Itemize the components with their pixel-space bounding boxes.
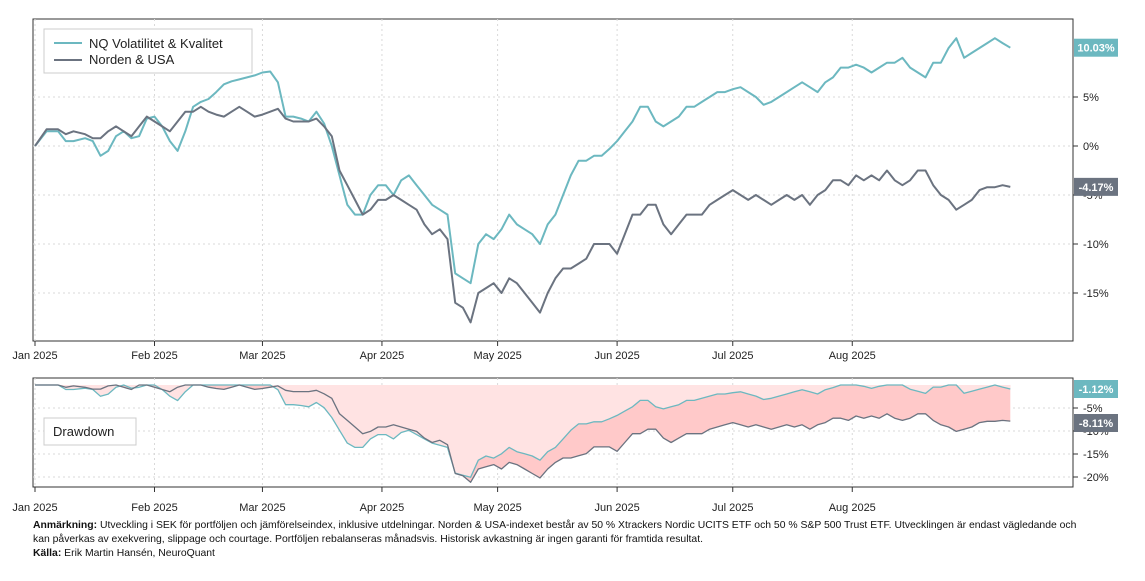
footnote: Anmärkning: Utveckling i SEK för portföl… xyxy=(33,519,1093,561)
main-x-tick-labels: Jan 2025 Feb 2025 Mar 2025 Apr 2025 May 2025… xyxy=(12,341,876,362)
drawdown-line-portfolio xyxy=(35,384,1011,478)
footnote-source-label: Källa: xyxy=(33,548,62,559)
drawdown-end-badges: -1.12% -8.11% xyxy=(1074,380,1118,432)
drawdown-x-tick-label: Aug 2025 xyxy=(829,502,876,514)
drawdown-x-tick-label: Jul 2025 xyxy=(712,502,754,514)
drawdown-areas xyxy=(35,385,1011,483)
drawdown-x-tick-label: Jun 2025 xyxy=(594,502,639,514)
main-x-tick-label: Feb 2025 xyxy=(131,350,177,362)
drawdown-end-badge-benchmark-label: -8.11% xyxy=(1079,418,1113,430)
drawdown-x-tick-label: Mar 2025 xyxy=(239,502,285,514)
legend-box xyxy=(43,28,253,74)
main-x-tick-label: Mar 2025 xyxy=(239,350,285,362)
legend: NQ Volatilitet & Kvalitet Norden & USA xyxy=(43,28,253,74)
drawdown-area-portfolio xyxy=(35,385,1011,478)
drawdown-line-benchmark xyxy=(35,384,1011,483)
main-y-tick-label: -15% xyxy=(1083,288,1109,300)
main-x-tick-label: Aug 2025 xyxy=(829,350,876,362)
drawdown-end-badge-portfolio-label: -1.12% xyxy=(1079,384,1114,396)
drawdown-x-tick-label: Jan 2025 xyxy=(12,502,57,514)
drawdown-x-tick-label: May 2025 xyxy=(473,502,521,514)
legend-label-benchmark: Norden & USA xyxy=(89,52,175,67)
main-y-tick-label: 5% xyxy=(1083,92,1099,104)
footnote-source-text: Erik Martin Hansén, NeuroQuant xyxy=(61,548,215,559)
main-end-badges: 10.03% -4.17% xyxy=(1074,38,1118,196)
end-badge-benchmark-label: -4.17% xyxy=(1079,182,1114,194)
end-badge-benchmark xyxy=(1074,177,1118,196)
drawdown-end-badge-benchmark xyxy=(1074,414,1118,432)
series-line-benchmark xyxy=(34,105,1011,324)
main-x-tick-label: Apr 2025 xyxy=(360,350,405,362)
main-x-tick-label: Jan 2025 xyxy=(12,350,57,362)
drawdown-y-tick-label: -15% xyxy=(1083,449,1109,461)
chart: 5% 0% -5% -10% -15% 10.03% -4.17% NQ Volatili… xyxy=(12,18,1118,514)
drawdown-legend-box xyxy=(43,417,137,446)
main-y-tick-labels: 5%0%-5%-10%-15% xyxy=(1073,92,1109,300)
main-y-tick-label: -10% xyxy=(1083,239,1109,251)
main-x-tick-label: May 2025 xyxy=(473,350,521,362)
end-badge-portfolio-label: 10.03% xyxy=(1077,43,1115,55)
drawdown-y-tick-label: -20% xyxy=(1083,472,1109,484)
main-panel: 5%0%-5%-10%-15% 10.03%-4.17% NQ Volatili… xyxy=(32,18,1118,342)
drawdown-end-badge-portfolio xyxy=(1074,380,1118,398)
drawdown-legend-label: Drawdown xyxy=(53,424,114,439)
drawdown-panel: -5%-10%-15%-20% -1.12%-8.11% Drawdown xyxy=(32,377,1118,488)
drawdown-lines xyxy=(35,384,1011,483)
main-x-tick-label: Jul 2025 xyxy=(712,350,754,362)
main-x-tick-label: Jun 2025 xyxy=(594,350,639,362)
drawdown-x-tick-labels: Jan 2025 Feb 2025 Mar 2025 Apr 2025 May 2025… xyxy=(12,487,876,514)
main-y-tick-label: 0% xyxy=(1083,141,1099,153)
drawdown-x-tick-label: Apr 2025 xyxy=(360,502,405,514)
footnote-note-label: Anmärkning: xyxy=(33,520,98,531)
end-badge-portfolio xyxy=(1074,38,1118,57)
main-lines xyxy=(34,37,1011,324)
drawdown-x-tick-label: Feb 2025 xyxy=(131,502,177,514)
legend-label-portfolio: NQ Volatilitet & Kvalitet xyxy=(89,36,223,51)
footnote-note-text: Utveckling i SEK för portföljen och jämf… xyxy=(33,520,1077,545)
drawdown-y-tick-label: -5% xyxy=(1083,403,1103,415)
series-line-portfolio xyxy=(34,37,1011,285)
